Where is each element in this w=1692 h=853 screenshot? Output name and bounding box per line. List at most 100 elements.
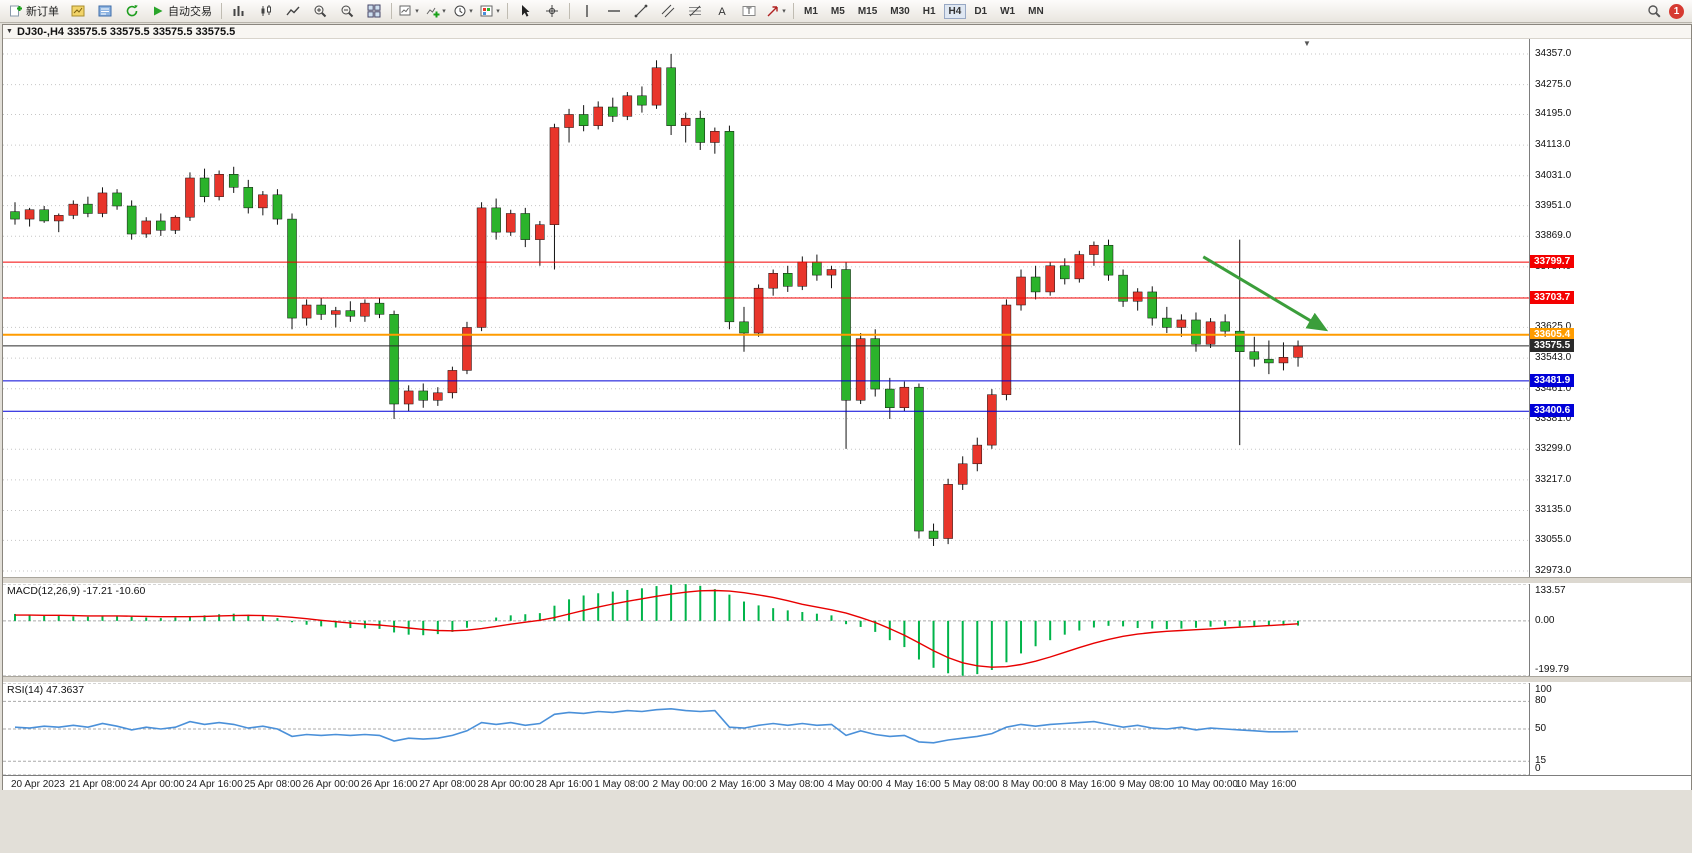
dropdown-caret-icon: ▾ (469, 8, 473, 15)
price-tick-label: 33217.0 (1535, 473, 1572, 485)
horizontal-line-button[interactable] (601, 1, 627, 21)
timeframe-m15[interactable]: M15 (857, 5, 878, 17)
rsi-axis[interactable]: 100 80 50 15 0 (1529, 683, 1691, 775)
time-label: 25 Apr 08:00 (244, 779, 301, 790)
time-label: 2 May 00:00 (652, 779, 708, 790)
rsi-tick-label: 80 (1535, 695, 1547, 707)
price-tick-label: 33381.0 (1535, 412, 1572, 424)
price-line-badge: 33605.4 (1530, 327, 1575, 341)
candlestick-chart[interactable] (3, 39, 1529, 577)
price-line-badge: 33799.7 (1530, 255, 1575, 269)
templates-button[interactable]: ▾ (477, 1, 503, 21)
rsi-tick-label: 15 (1535, 755, 1547, 767)
profiles-button[interactable] (92, 1, 118, 21)
price-tick-label: 33543.0 (1535, 352, 1572, 364)
autotrading-button[interactable]: 自动交易 (146, 1, 217, 21)
time-label: 4 May 00:00 (827, 779, 883, 790)
autotrading-label: 自动交易 (168, 6, 212, 18)
timeframe-h4[interactable]: H4 (943, 3, 967, 19)
time-label: 8 May 00:00 (1002, 779, 1058, 790)
trendline-button[interactable] (628, 1, 654, 21)
timeframe-m5[interactable]: M5 (830, 5, 845, 17)
refresh-button[interactable] (119, 1, 145, 21)
price-tick-label: 33869.0 (1535, 230, 1572, 242)
periods-button[interactable]: ▾ (450, 1, 476, 21)
chart-shift-marker[interactable]: ▼ (1303, 39, 1311, 48)
macd-chart[interactable] (3, 584, 1529, 676)
refresh-icon (126, 5, 138, 17)
chart-window-button[interactable] (65, 1, 91, 21)
chart-title: DJ30-,H4 33575.5 33575.5 33575.5 33575.5 (16, 25, 236, 38)
time-label: 1 May 08:00 (594, 779, 650, 790)
channel-button[interactable] (655, 1, 681, 21)
bar-chart-button[interactable] (226, 1, 252, 21)
macd-axis[interactable]: 133.57 0.00 -199.79 (1529, 584, 1691, 676)
timeframe-m1[interactable]: M1 (804, 5, 818, 17)
zoom-in-button[interactable] (307, 1, 333, 21)
text-label-button[interactable]: T (736, 1, 762, 21)
cursor-button[interactable] (512, 1, 538, 21)
time-label: 2 May 16:00 (710, 779, 766, 790)
search-icon[interactable] (1647, 4, 1661, 18)
time-label: 24 Apr 00:00 (127, 779, 185, 790)
macd-tick-label: 0.00 (1535, 614, 1555, 626)
new-order-button[interactable]: 新订单 (4, 1, 64, 21)
rsi-panel: RSI(14) 47.3637 100 80 50 15 0 (3, 683, 1691, 775)
time-label: 26 Apr 00:00 (302, 779, 360, 790)
toolbar-separator (507, 3, 508, 19)
indicators-button[interactable]: ▾ (423, 1, 449, 21)
notification-badge[interactable]: 1 (1669, 3, 1684, 19)
chart-menu-icon[interactable]: ▼ (6, 28, 13, 35)
svg-text:A: A (718, 6, 726, 18)
new-chart-button[interactable]: ▾ (396, 1, 422, 21)
rsi-tick-label: 50 (1535, 723, 1547, 734)
time-label: 10 May 00:00 (1177, 779, 1238, 790)
time-label: 28 Apr 00:00 (477, 779, 535, 790)
window-footer (0, 790, 1692, 853)
time-label: 10 May 16:00 (1235, 779, 1297, 790)
candlestick-chart-button[interactable] (253, 1, 279, 21)
vertical-line-button[interactable] (574, 1, 600, 21)
price-axis[interactable]: 34357.0 34275.0 34195.0 34113.0 34031.0 33951… (1529, 39, 1691, 577)
time-label: 28 Apr 16:00 (535, 779, 593, 790)
line-chart-button[interactable] (280, 1, 306, 21)
timeframe-m30[interactable]: M30 (890, 5, 910, 17)
rsi-chart[interactable] (3, 683, 1529, 775)
periods-icon (454, 5, 466, 17)
timeframe-mn[interactable]: MN (1028, 5, 1044, 17)
crosshair-button[interactable] (539, 1, 565, 21)
chart-window-icon (71, 5, 85, 17)
macd-panel: MACD(12,26,9) -17.21 -10.60 133.57 0.00 -1… (3, 584, 1691, 676)
zoom-out-button[interactable] (334, 1, 360, 21)
fibonacci-button[interactable] (682, 1, 708, 21)
arrows-button[interactable]: ▾ (763, 1, 789, 21)
cursor-icon (522, 5, 530, 17)
price-tick-label: 32973.0 (1535, 565, 1572, 577)
text-button[interactable]: A (709, 1, 735, 21)
dropdown-caret-icon: ▾ (782, 8, 786, 15)
new-order-icon (10, 5, 22, 17)
price-tick-label: 33461.0 (1535, 382, 1572, 394)
price-tick-label: 33951.0 (1535, 199, 1572, 211)
timeframe-w1[interactable]: W1 (1000, 5, 1016, 17)
autotrading-icon (154, 6, 163, 16)
time-label: 8 May 16:00 (1060, 779, 1116, 790)
price-tick-label: 34357.0 (1535, 47, 1572, 59)
arrows-icon (767, 6, 778, 17)
time-label: 4 May 16:00 (885, 779, 941, 790)
price-line-badge: 33400.6 (1530, 404, 1575, 418)
rsi-title: RSI(14) 47.3637 (7, 684, 85, 696)
time-label: 26 Apr 16:00 (360, 779, 418, 790)
toolbar-separator (793, 3, 794, 19)
new-order-label: 新订单 (26, 6, 59, 18)
tile-windows-button[interactable] (361, 1, 387, 21)
timeframe-d1[interactable]: D1 (974, 5, 988, 17)
panel-splitter[interactable] (3, 577, 1691, 584)
macd-title: MACD(12,26,9) -17.21 -10.60 (7, 585, 146, 597)
panel-splitter-2[interactable] (3, 676, 1691, 683)
toolbar-separator (569, 3, 570, 19)
toolbar-separator (391, 3, 392, 19)
timeframe-h1[interactable]: H1 (922, 5, 936, 17)
macd-tick-label: -199.79 (1535, 664, 1569, 675)
